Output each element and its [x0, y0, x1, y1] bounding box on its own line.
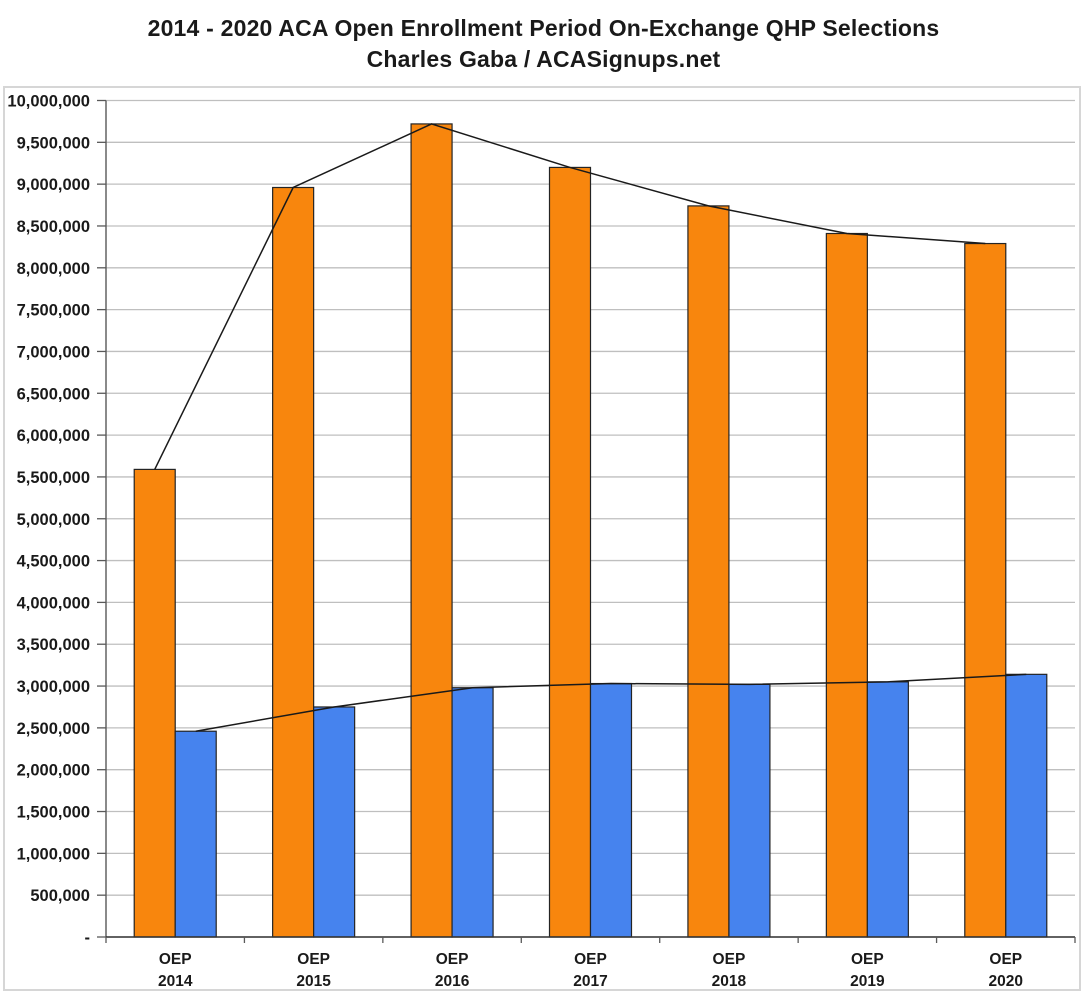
trend-line-orange — [154, 123, 986, 470]
bar-blue-2014 — [174, 730, 217, 938]
bar-orange-2014 — [133, 468, 176, 938]
y-tick-label: - — [85, 929, 91, 947]
y-tick-label: 7,500,000 — [17, 302, 90, 320]
x-tick-label: OEP 2017 — [573, 951, 607, 990]
y-tick-label: 10,000,000 — [7, 93, 90, 111]
bar-blue-2015 — [313, 706, 356, 938]
y-tick-label: 3,500,000 — [17, 636, 90, 654]
trend-line-blue — [195, 673, 1027, 732]
y-tick-label: 9,500,000 — [17, 134, 90, 152]
bar-orange-2020 — [964, 242, 1007, 938]
y-tick-label: 4,500,000 — [17, 553, 90, 571]
y-tick-label: 1,500,000 — [17, 804, 90, 822]
y-tick-label: 3,000,000 — [17, 678, 90, 696]
chart-subtitle: Charles Gaba / ACASignups.net — [366, 46, 721, 72]
bar-orange-2017 — [548, 166, 592, 938]
bar-orange-2019 — [825, 232, 868, 938]
y-tick-label: 1,000,000 — [17, 845, 90, 863]
x-tick-label: OEP 2020 — [989, 951, 1023, 990]
x-tick-label: OEP 2018 — [712, 951, 747, 990]
bar-blue-2018 — [728, 683, 771, 938]
y-tick-label: 8,000,000 — [17, 260, 90, 278]
bar-orange-2016 — [410, 123, 453, 938]
y-tick-label: 9,000,000 — [17, 176, 90, 194]
y-tick-label: 2,500,000 — [17, 720, 90, 738]
bar-blue-2016 — [451, 687, 494, 938]
chart-title: 2014 - 2020 ACA Open Enrollment Period O… — [147, 15, 940, 41]
x-tick-label: OEP 2019 — [850, 951, 885, 990]
y-tick-label: 7,000,000 — [17, 343, 90, 361]
y-tick-label: 6,500,000 — [17, 385, 90, 403]
x-tick-label: OEP 2015 — [296, 951, 331, 990]
y-tick-label: 500,000 — [30, 887, 90, 905]
y-tick-label: 6,000,000 — [17, 427, 90, 445]
bar-blue-2019 — [866, 681, 909, 938]
bar-blue-2017 — [589, 682, 633, 938]
y-tick-label: 4,000,000 — [17, 594, 90, 612]
chart-title-block: 2014 - 2020 ACA Open Enrollment Period O… — [0, 13, 1087, 75]
bar-blue-2020 — [1005, 673, 1048, 938]
y-tick-label: 5,500,000 — [17, 469, 90, 487]
bar-orange-2015 — [272, 186, 315, 938]
y-tick-label: 8,500,000 — [17, 218, 90, 236]
y-tick-label: 2,000,000 — [17, 762, 90, 780]
y-tick-label: 5,000,000 — [17, 511, 90, 529]
bar-orange-2018 — [687, 205, 730, 938]
x-tick-label: OEP 2014 — [158, 951, 193, 990]
x-tick-label: OEP 2016 — [435, 951, 470, 990]
